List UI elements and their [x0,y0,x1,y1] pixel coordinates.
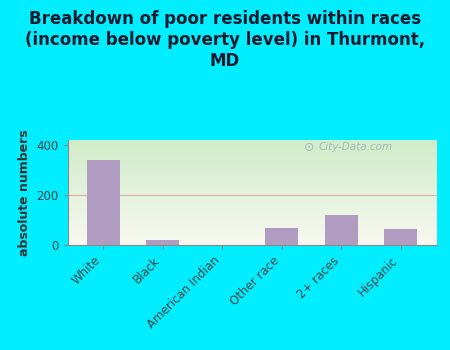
Bar [325,215,358,245]
Bar [266,228,298,245]
Text: Breakdown of poor residents within races
(income below poverty level) in Thurmon: Breakdown of poor residents within races… [25,10,425,70]
Bar [146,240,179,245]
Bar [87,160,120,245]
Text: City-Data.com: City-Data.com [319,142,392,152]
Y-axis label: absolute numbers: absolute numbers [18,129,31,256]
Bar [384,229,417,245]
Text: ⊙: ⊙ [304,141,314,154]
